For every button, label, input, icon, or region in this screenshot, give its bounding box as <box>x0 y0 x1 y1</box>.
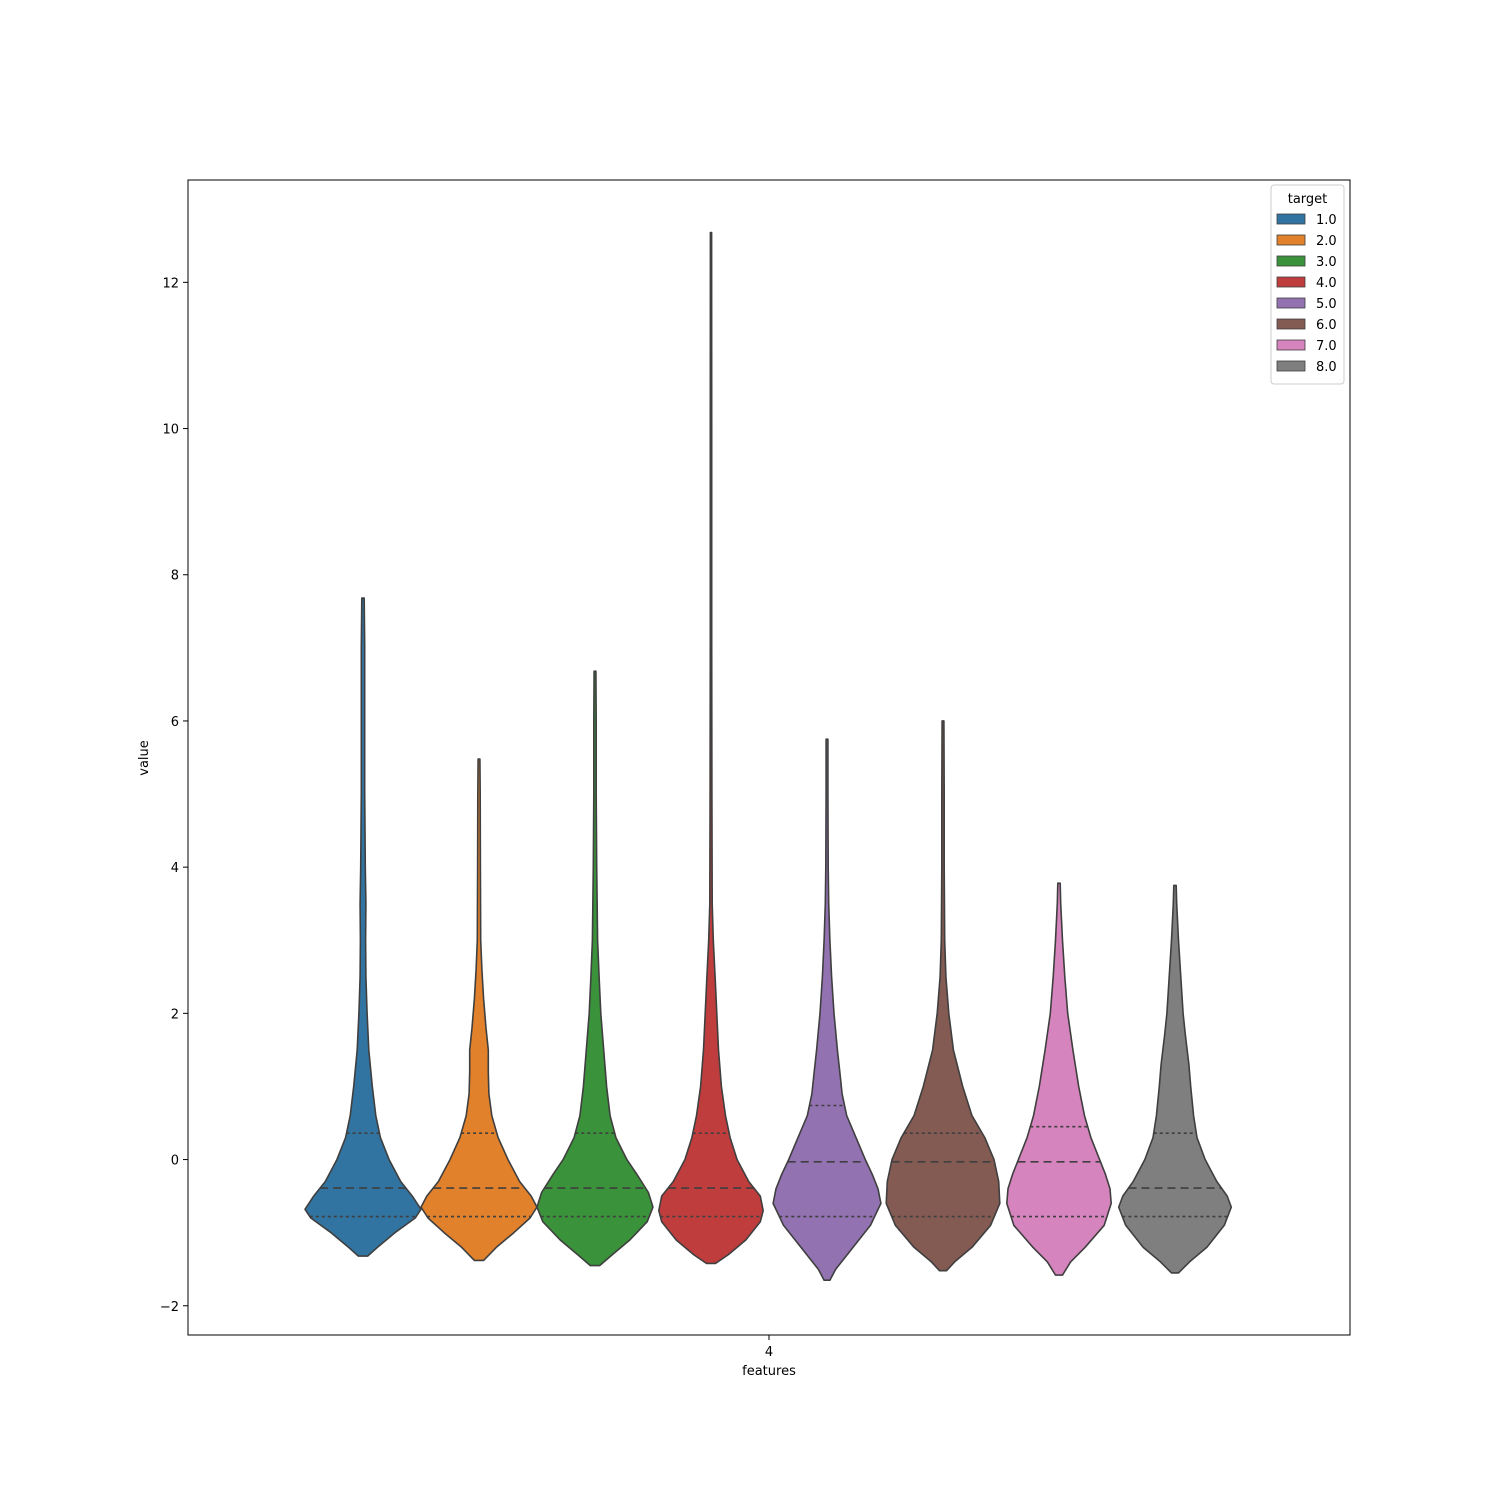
legend-label-2-0: 2.0 <box>1316 234 1337 249</box>
y-tick-label: 0 <box>171 1154 179 1169</box>
violin-body <box>536 670 654 1267</box>
plot-frame <box>187 179 1351 1336</box>
legend-swatch-1-0 <box>1276 213 1306 225</box>
legend-title: target <box>1288 192 1328 207</box>
x-axis: 4 <box>765 1335 773 1360</box>
y-tick-label: 2 <box>171 1007 179 1022</box>
legend-swatch-7-0 <box>1276 339 1306 351</box>
violins-layer <box>304 231 1233 1281</box>
y-tick-label: 6 <box>171 715 179 730</box>
violin-1-0 <box>304 597 422 1257</box>
violin-body <box>772 738 882 1281</box>
y-tick-label: 10 <box>162 423 179 438</box>
legend-label-8-0: 8.0 <box>1316 360 1337 375</box>
violin-body <box>420 758 538 1262</box>
violin-7-0 <box>1005 882 1112 1276</box>
legend: target 1.0 2.0 3.0 4.0 5.0 6.0 7.0 8.0 <box>1270 184 1345 385</box>
violin-body <box>657 231 765 1265</box>
y-tick-label: −2 <box>160 1300 179 1315</box>
violin-8-0 <box>1117 884 1233 1274</box>
legend-swatch-4-0 <box>1276 276 1306 288</box>
legend-label-7-0: 7.0 <box>1316 339 1337 354</box>
x-axis-label: features <box>742 1364 796 1379</box>
violin-4-0 <box>657 231 765 1265</box>
legend-label-5-0: 5.0 <box>1316 297 1337 312</box>
y-axis: −2 0 2 4 6 8 10 12 <box>160 276 188 1315</box>
legend-label-6-0: 6.0 <box>1316 318 1337 333</box>
legend-swatch-2-0 <box>1276 234 1306 246</box>
legend-swatch-5-0 <box>1276 297 1306 309</box>
legend-swatch-6-0 <box>1276 318 1306 330</box>
y-tick-label: 12 <box>162 276 179 291</box>
violin-body <box>304 597 422 1257</box>
violin-3-0 <box>536 670 654 1267</box>
x-tick-label: 4 <box>765 1345 773 1360</box>
legend-label-3-0: 3.0 <box>1316 255 1337 270</box>
legend-label-4-0: 4.0 <box>1316 276 1337 291</box>
y-axis-label: value <box>137 740 152 776</box>
violin-body <box>1117 884 1233 1274</box>
y-tick-label: 8 <box>171 569 179 584</box>
violin-2-0 <box>420 758 538 1262</box>
legend-label-1-0: 1.0 <box>1316 213 1337 228</box>
legend-swatch-8-0 <box>1276 360 1306 372</box>
legend-swatch-3-0 <box>1276 255 1306 267</box>
violin-body <box>1005 882 1112 1276</box>
violin-6-0 <box>885 720 1001 1272</box>
y-tick-label: 4 <box>171 861 179 876</box>
violin-5-0 <box>772 738 882 1281</box>
